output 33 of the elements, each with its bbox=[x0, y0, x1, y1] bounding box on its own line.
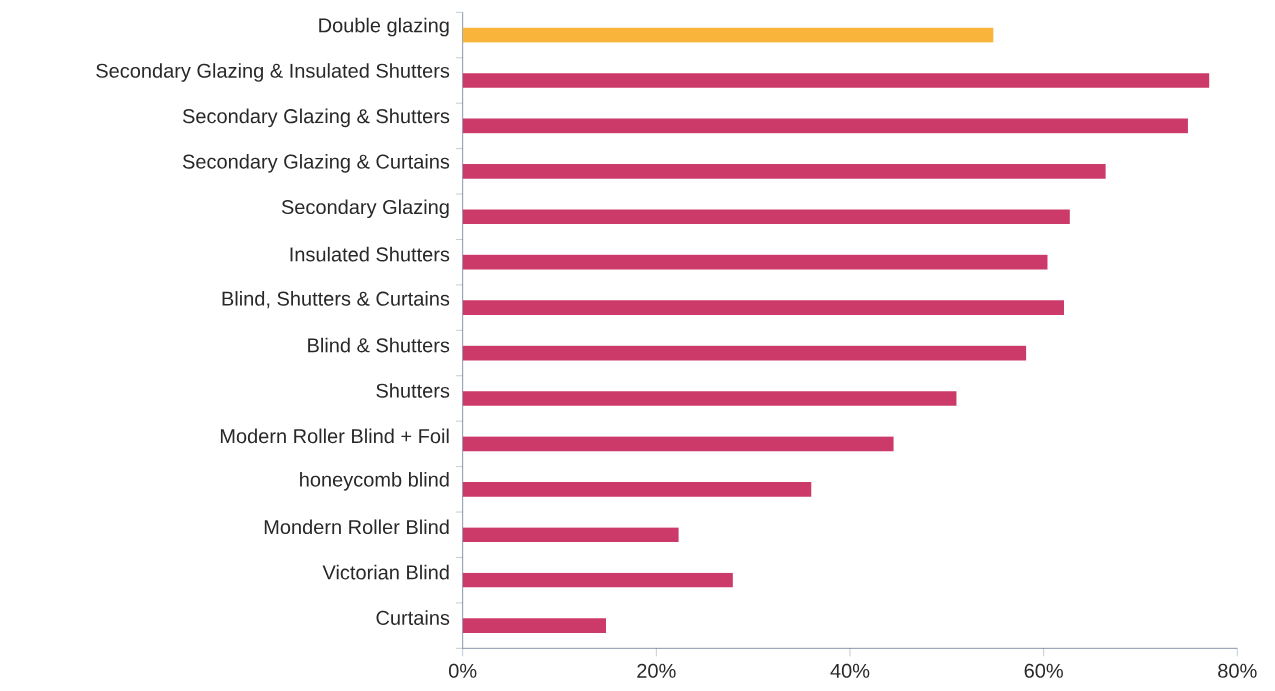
y-tick-label: Shutters bbox=[376, 383, 450, 398]
bar bbox=[462, 27, 994, 43]
x-tick-label: 0% bbox=[448, 663, 477, 678]
y-tick-label: Curtains bbox=[376, 610, 450, 625]
y-tick-label: Blind & Shutters bbox=[308, 337, 450, 353]
x-tick-label: 20% bbox=[637, 663, 676, 678]
y-tick-label: Double glazing bbox=[319, 17, 449, 37]
x-tick-label: 40% bbox=[830, 663, 870, 678]
bar bbox=[462, 300, 1064, 315]
bar bbox=[462, 482, 812, 497]
y-tick-label: Modern Roller Blind + Foil bbox=[220, 428, 449, 444]
bar bbox=[462, 118, 1188, 134]
y-tick-label: Secondary Glazing bbox=[281, 199, 449, 219]
y-tick-label: Secondary Glazing & Insulated Shutters bbox=[96, 63, 450, 82]
bar bbox=[462, 391, 957, 406]
y-tick-label: honeycomb blind bbox=[300, 472, 449, 491]
y-tick-label: Mondern Roller Blind bbox=[264, 519, 449, 535]
bar bbox=[462, 436, 894, 452]
y-tick-label: Blind, Shutters & Curtains bbox=[222, 291, 450, 309]
bar bbox=[462, 527, 679, 543]
y-tick-label: Insulated Shutters bbox=[290, 246, 450, 262]
bar bbox=[462, 209, 1070, 225]
bar bbox=[462, 73, 1210, 88]
y-tick-label: Secondary Glazing & Curtains bbox=[182, 154, 450, 173]
bar bbox=[462, 164, 1106, 179]
bar bbox=[462, 572, 733, 588]
bar bbox=[462, 618, 606, 633]
bar bbox=[462, 254, 1048, 270]
bar bbox=[462, 345, 1027, 361]
x-tick-label: 80% bbox=[1218, 663, 1257, 678]
y-tick-label: Secondary Glazing & Shutters bbox=[182, 108, 450, 128]
y-tick-label: Victorian Blind bbox=[322, 564, 449, 580]
x-tick-label: 60% bbox=[1024, 663, 1063, 678]
